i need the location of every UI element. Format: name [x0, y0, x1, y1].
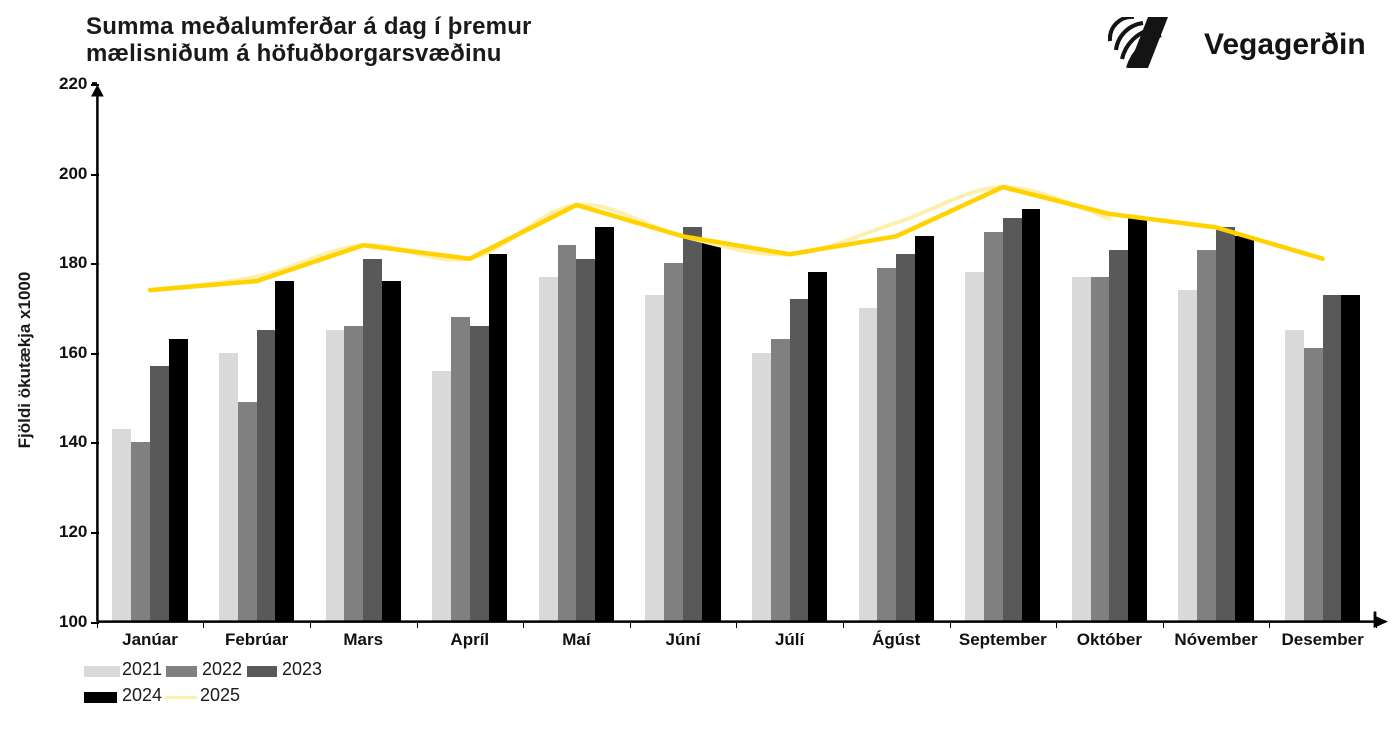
svg-text:Vegagerðin: Vegagerðin	[1204, 28, 1366, 61]
